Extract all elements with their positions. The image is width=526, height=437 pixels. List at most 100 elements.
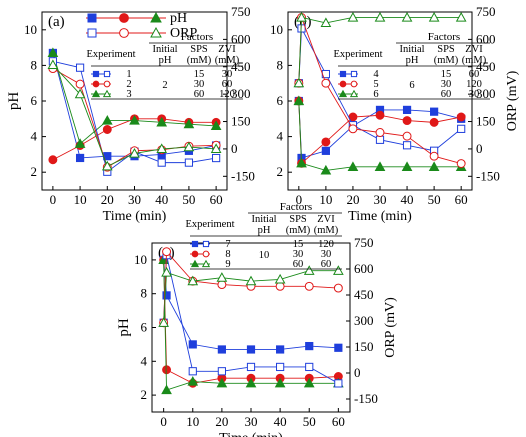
x-tick-label: 40 bbox=[274, 414, 287, 429]
table-cell-sps: 30 bbox=[293, 249, 304, 260]
panel-a: 0 10 20 30 40 50 60246810-1500150300450600750T… bbox=[6, 4, 255, 224]
data-point-ph-7 bbox=[305, 341, 314, 351]
table-cell-zvi: 30 bbox=[222, 69, 233, 80]
table-cell-sps: 60 bbox=[293, 259, 304, 270]
panel-c: 0 10 20 30 40 50 60 2 4 6 8 10 -150 0 150 300 450 600 750 T… bbox=[116, 201, 398, 437]
data-point-ph-5 bbox=[456, 112, 466, 122]
y2-tick-label: 600 bbox=[354, 261, 374, 276]
data-point-ph-1 bbox=[75, 153, 85, 163]
table-cell-sps: 30 bbox=[441, 79, 452, 90]
x-axis-label: Time (min) bbox=[103, 209, 167, 224]
data-point-orp-7 bbox=[276, 362, 285, 372]
data-point-ph-7 bbox=[162, 291, 171, 300]
data-point-orp-5 bbox=[402, 131, 412, 141]
y2-tick-label: 0 bbox=[231, 141, 238, 156]
data-point-ph-4 bbox=[402, 105, 412, 115]
x-tick-label: 50 bbox=[428, 192, 441, 207]
y-tick-label: 8 bbox=[141, 286, 148, 301]
data-point-ph-7 bbox=[334, 343, 343, 352]
data-point-orp-2 bbox=[75, 79, 85, 89]
table-swatch-ph-6 bbox=[338, 89, 348, 98]
table-cell-experiment: 2 bbox=[126, 79, 131, 90]
data-point-ph-9 bbox=[245, 377, 257, 388]
legend-marker-ph-square bbox=[87, 13, 97, 23]
table-header: Factors bbox=[181, 31, 213, 43]
y2-tick-label: 750 bbox=[354, 235, 374, 250]
x-tick-label: 60 bbox=[455, 192, 468, 207]
table-col-zvi: ZVI bbox=[218, 44, 236, 55]
x-tick-label: 30 bbox=[374, 192, 387, 207]
data-point-ph-3 bbox=[47, 47, 59, 58]
y2-tick-label: 300 bbox=[231, 86, 251, 101]
table-swatch-orp-5 bbox=[350, 80, 358, 88]
table-cell-sps: 15 bbox=[194, 69, 205, 80]
series-line-orp-5 bbox=[298, 17, 462, 164]
x-tick-label: 30 bbox=[245, 414, 258, 429]
table-swatch-ph-4 bbox=[339, 70, 347, 78]
data-point-ph-9 bbox=[187, 376, 199, 386]
table-cell-sps: 60 bbox=[441, 89, 452, 100]
y-tick-label: 10 bbox=[134, 252, 147, 267]
table-cell-zvi: 120 bbox=[466, 79, 482, 90]
series-line-ph-7 bbox=[163, 259, 339, 350]
x-tick-label: 50 bbox=[182, 192, 195, 207]
legend-marker-ph-circle bbox=[119, 13, 129, 23]
table-col-sps: SPS bbox=[289, 214, 307, 225]
data-point-orp-7 bbox=[305, 362, 314, 372]
data-point-ph-3 bbox=[210, 120, 222, 131]
x-tick-label: 60 bbox=[210, 192, 223, 207]
table-cell-experiment: 1 bbox=[126, 69, 131, 80]
series-line-orp-9 bbox=[163, 270, 339, 323]
data-point-orp-3 bbox=[183, 141, 195, 152]
y-axis-label: pH bbox=[6, 92, 22, 111]
data-point-ph-2 bbox=[48, 155, 58, 165]
y2-tick-label: 0 bbox=[476, 141, 483, 156]
series-line-orp-8 bbox=[163, 250, 339, 323]
data-point-ph-2 bbox=[102, 125, 112, 134]
table-cell-initial-ph: 10 bbox=[259, 250, 270, 261]
x-tick-label: 20 bbox=[346, 192, 359, 207]
x-tick-label: 60 bbox=[332, 414, 345, 429]
table-col-experiment: Experiment bbox=[334, 49, 383, 60]
x-axis-label: Time (min) bbox=[219, 431, 283, 437]
data-point-orp-9 bbox=[333, 265, 344, 275]
y2-tick-label: 150 bbox=[231, 114, 251, 129]
x-tick-label: 40 bbox=[155, 192, 168, 207]
data-point-orp-8 bbox=[304, 281, 314, 291]
data-point-ph-6 bbox=[428, 161, 440, 171]
table-col-initial-ph: pH bbox=[406, 55, 419, 66]
data-point-ph-3 bbox=[74, 138, 86, 148]
data-point-orp-3 bbox=[210, 143, 222, 154]
table-col-zvi: (mM) bbox=[215, 55, 240, 66]
y-tick-label: 8 bbox=[277, 57, 284, 72]
table-swatch-ph-9 bbox=[190, 259, 200, 268]
data-point-orp-6 bbox=[401, 11, 413, 22]
data-point-ph-5 bbox=[375, 110, 385, 120]
data-point-orp-4 bbox=[402, 141, 412, 150]
data-point-orp-7 bbox=[188, 367, 197, 376]
y-axis-label: pH bbox=[116, 318, 132, 337]
data-point-orp-4 bbox=[375, 135, 385, 144]
y2-tick-label: 750 bbox=[231, 4, 251, 19]
data-point-orp-8 bbox=[217, 280, 227, 290]
data-point-orp-5 bbox=[321, 78, 331, 88]
table-cell-experiment: 9 bbox=[225, 259, 230, 270]
data-point-orp-8 bbox=[275, 281, 285, 291]
legend-marker-ph-triangle bbox=[150, 11, 162, 23]
data-point-orp-6 bbox=[320, 17, 332, 28]
data-point-orp-7 bbox=[334, 379, 343, 388]
y-tick-label: 6 bbox=[277, 93, 284, 108]
table-cell-experiment: 5 bbox=[373, 79, 378, 90]
table-cell-experiment: 7 bbox=[225, 239, 230, 250]
table-col-experiment: Experiment bbox=[186, 219, 235, 230]
data-point-orp-3 bbox=[101, 160, 113, 171]
table-swatch-orp-4 bbox=[350, 70, 358, 78]
series-line-orp-4 bbox=[298, 26, 462, 152]
data-point-orp-5 bbox=[375, 128, 385, 137]
legend-marker-orp-square bbox=[87, 28, 97, 38]
y2-tick-label: -150 bbox=[354, 391, 378, 406]
legend-label-ph: pH bbox=[170, 11, 187, 26]
y-tick-label: 10 bbox=[24, 22, 37, 37]
